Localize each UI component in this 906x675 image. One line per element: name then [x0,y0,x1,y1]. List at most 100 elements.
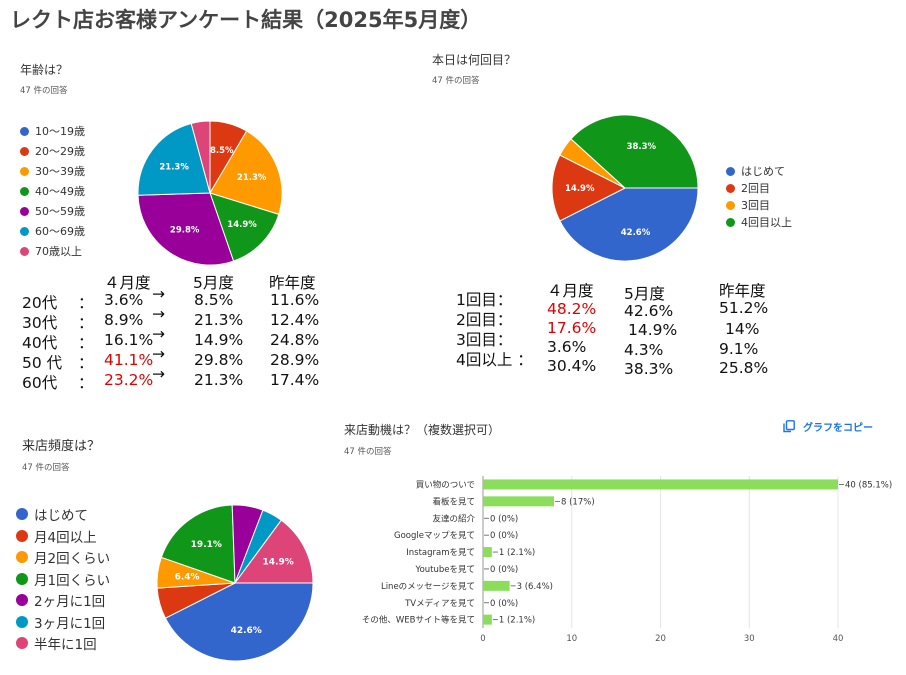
visit-pie-chart: 42.6% 14.9% 38.3% [551,114,699,262]
visit-pie-slice-label-1: 14.9% [565,184,595,194]
age-legend-swatch [20,146,29,156]
age-table-arrow: → [152,305,165,323]
age-legend-swatch [20,166,29,176]
freq-pie-slice-label-6: 14.9% [263,557,294,567]
motive-value-label: 3 (6.4%) [517,582,553,592]
freq-legend-swatch [16,594,28,606]
visit-question-title: 本日は何回目？ [432,53,517,67]
motive-bar [483,580,510,591]
freq-legend-item: 半年に1回 [16,633,97,653]
motive-bar [483,479,838,490]
age-table-row-sep: ： [78,314,94,332]
freq-legend-swatch [16,572,28,585]
visit-legend-label: 3回目 [741,199,770,212]
freq-legend-item: 3ヶ月に1回 [16,612,105,632]
freq-question-title: 来店頻度は？ [22,439,101,454]
age-table-cell-last: 12.4% [270,311,320,329]
freq-legend-swatch [16,529,28,542]
visit-response-count: 47 件の回答 [432,76,480,86]
visit-legend-label: はじめて [741,165,785,178]
age-legend-item: 20～29歳 [20,143,85,159]
age-legend-label: 60～69歳 [35,225,85,238]
freq-legend-item: 2ヶ月に1回 [16,590,105,610]
visit-legend-swatch [726,166,735,176]
visit-table-row-label: 2回目： [456,311,513,329]
age-table-header-last: 昨年度 [269,274,316,292]
motive-category-label: Youtubeを見て [415,565,476,575]
motive-category-label: 友達の紹介 [432,513,475,524]
visit-table-cell-apr: 48.2% [547,300,597,318]
freq-pie-chart: 42.6% 6.4% 19.1% 14.9% [156,504,314,662]
freq-pie-slice-6 [234,519,314,584]
age-table-cell-may: 29.8% [194,351,244,369]
motive-category-label: Googleマップを見て [394,531,475,541]
visit-legend-item: 3回目 [726,197,770,213]
motive-bar [483,547,492,558]
age-table-cell-apr: 8.9% [104,311,144,329]
motive-category-label: Instagramを見て [406,548,475,558]
visit-table-cell-apr: 30.4% [547,357,597,375]
visit-pie-slice-3 [570,114,699,189]
age-table-cell-apr: 3.6% [104,291,144,309]
motive-value-label: 1 (2.1%) [499,548,535,558]
age-table-row-sep: ： [78,354,94,372]
age-table-cell-apr: 41.1% [104,351,154,369]
motive-category-label: Lineのメッセージを見て [381,582,475,592]
freq-pie-slice-0 [164,582,314,662]
motive-bar [483,614,492,625]
visit-table-header-apr: ４月度 [547,282,594,300]
freq-legend-item: はじめて [16,504,88,524]
age-pie-slice-4 [137,192,235,266]
age-legend-swatch [20,206,29,216]
visit-legend-item: 2回目 [726,180,770,196]
freq-legend-label: 月1回くらい [34,572,111,589]
age-table-cell-may: 8.5% [194,291,234,309]
age-table-arrow: → [152,325,165,343]
visit-legend-label: 4回目以上 [741,216,792,229]
freq-legend-swatch [16,508,28,520]
motive-x-tick: 10 [566,634,577,644]
age-pie-chart: 8.5% 21.3% 14.9% 29.8% 21.3% [137,120,283,266]
age-table-cell-may: 14.9% [194,331,244,349]
age-legend-item: 60～69歳 [20,223,85,239]
page-title: レクト店お客様アンケート結果（2025年5月度） [10,8,482,32]
freq-pie-slice-3 [160,504,236,584]
visit-legend-swatch [726,183,735,193]
visit-legend-label: 2回目 [741,182,770,195]
age-pie-slice-5 [137,122,211,196]
motive-value-label: 0 (0%) [490,565,518,575]
motive-x-tick: 0 [480,634,485,644]
freq-legend-item: 月4回以上 [16,526,97,546]
age-table-row-label: 30代 [22,314,58,332]
freq-legend-label: 3ヶ月に1回 [34,615,106,632]
freq-legend-swatch [16,615,28,628]
freq-legend-label: 月4回以上 [34,529,97,546]
age-table-cell-last: 11.6% [270,291,320,309]
age-table-arrow: → [152,365,165,383]
age-legend-label: 70歳以上 [35,245,82,258]
freq-pie-slice-label-3: 19.1% [191,540,222,550]
visit-table-cell-last: 25.8% [719,359,769,377]
visit-legend-item: はじめて [726,163,785,179]
motive-bar [483,496,554,507]
freq-legend-swatch [16,637,28,649]
age-table-cell-may: 21.3% [194,311,244,329]
visit-legend-swatch [726,217,735,227]
visit-table-row-label: 3回目： [456,331,513,349]
age-pie-slice-label-2: 21.3% [237,173,267,183]
age-table-arrow: → [152,285,165,303]
age-table-cell-last: 24.8% [270,331,320,349]
freq-legend-item: 月1回くらい [16,569,110,589]
age-legend-swatch [20,186,29,196]
copy-graph-button[interactable]: グラフをコピー [783,419,873,434]
visit-table-cell-last: 9.1% [719,340,759,358]
age-table-cell-apr: 23.2% [104,371,154,389]
freq-response-count: 47 件の回答 [22,463,70,473]
motive-category-label: 買い物のついで [416,479,475,490]
motive-value-label: 0 (0%) [490,599,518,609]
motive-value-label: 1 (2.1%) [499,616,535,626]
visit-pie-slice-label-3: 38.3% [627,142,657,152]
motive-x-tick: 20 [655,634,666,644]
motive-x-tick: 30 [744,634,755,644]
visit-table-cell-last: 51.2% [719,299,769,317]
